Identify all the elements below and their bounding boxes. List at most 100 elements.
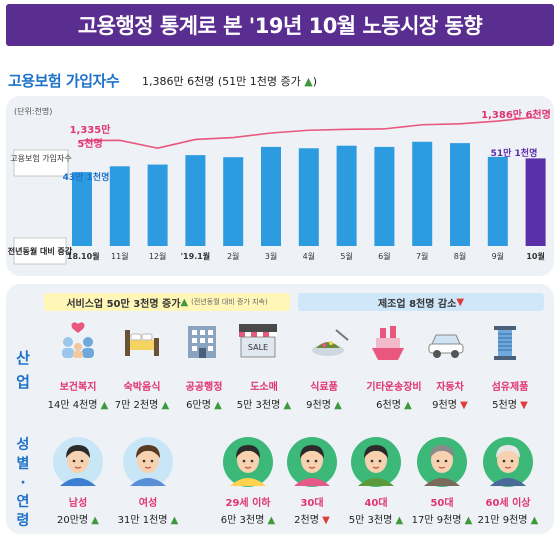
group-name-5: 50대 [430,498,454,509]
up-arrow-icon: ▲ [334,400,342,411]
x-tick-label-1: 11월 [111,251,129,261]
group-value-5: 17만 9천명 ▲ [404,511,480,526]
car-icon [428,334,464,358]
senior-icon [483,437,533,487]
manuf-tag-text: 제조업 8천명 감소 [377,298,457,310]
legend-bar-label: 전년동월 대비 증감 [8,246,73,256]
insured-summary-close: ) [312,75,317,88]
food-plate-icon [312,329,349,356]
up-arrow-icon: ▲ [100,400,109,411]
up-arrow-icon: ▲ [170,515,179,526]
up-arrow-icon: ▲ [91,515,99,526]
bar-1 [109,166,130,246]
bar-7 [336,145,357,246]
thread-spool-icon [494,326,516,360]
youth-icon [223,437,273,487]
group-value-text: 2천명 [294,515,319,526]
industry-value-text: 6만명 [186,400,211,411]
x-tick-label-0: '18.10월 [64,251,99,261]
group-value-text: 17만 9천명 [411,515,462,526]
legend-bar-box [13,237,67,265]
industry-value-0: 14만 4천명 ▲ [40,396,116,411]
service-sector-tag: 서비스업 50만 3천명 증가 ▲ (전년동월 대비 증가 지속) [44,293,290,311]
title-banner: 고용행정 통계로 본 '19년 10월 노동시장 동향 [6,4,554,46]
industry-name-1: 숙박음식 [123,382,161,393]
building-icon [188,326,216,358]
bar-11 [487,156,508,246]
thirties-icon [287,437,337,487]
group-value-1: 31만 1천명 ▲ [110,511,186,526]
up-arrow-icon: ▲ [395,515,404,526]
x-tick-label-9: 7월 [416,251,428,261]
first-line-label-2: 5천명 [77,137,102,150]
ship-icon [372,326,404,360]
family-icon [62,322,94,358]
group-value-3: 2천명 ▼ [274,511,350,526]
bar-6 [298,148,319,246]
x-tick-label-6: 4월 [303,251,315,261]
group-name-3: 30대 [300,498,324,509]
first-line-label-1: 1,335만 [70,123,112,136]
legend-line-label: 고용보험 가입자수 [10,154,71,163]
industry-value-1: 7만 2천명 ▲ [104,396,180,411]
group-value-text: 6만 3천명 [220,515,265,526]
industry-value-text: 9천명 [432,400,457,411]
legend-bar-text: 전년동월 대비 증감 [8,246,73,256]
group-value-text: 5만 3천명 [348,515,393,526]
down-arrow-icon: ▼ [520,400,528,411]
shop-icon: SALE [239,324,277,358]
x-tick-label-12: 10월 [526,251,545,261]
page-title: 고용행정 통계로 본 '19년 10월 노동시장 동향 [77,14,483,38]
service-tag-text: 서비스업 50만 3천명 증가 [66,298,181,310]
industry-value-text: 5천명 [492,400,517,411]
last-line-label: 1,386만 6천명 [481,108,551,121]
industry-name-0: 보건복지 [59,382,97,393]
industry-value-4: 9천명 ▲ [286,396,362,411]
bar-8 [374,146,395,246]
side-char: · [20,475,26,491]
industry-value-text: 14만 4천명 [47,400,98,411]
x-tick-label-3: '19.1월 [181,251,211,261]
x-tick-label-7: 5월 [340,251,352,261]
woman-icon [123,437,173,487]
up-arrow-icon: ▲ [530,515,539,526]
group-value-0: 20만명 ▲ [40,511,116,526]
side-char: 별 [16,456,30,472]
industry-name-4: 식료품 [310,382,338,393]
group-value-text: 20만명 [56,515,89,526]
down-arrow-icon: ▼ [460,400,468,411]
industry-name-3: 도소매 [250,382,278,393]
down-arrow-icon: ▼ [322,515,330,526]
manufacturing-tag: 제조업 8천명 감소 ▼ [298,293,544,311]
industry-value-text: 9천명 [306,400,331,411]
industry-value-6: 9천명 ▼ [412,396,488,411]
insured-chart: (단위:천명) '18.10월 11월 12월 '19.1월 2월 3월 4월 5월 6월 7월 8… [8,106,551,265]
up-arrow-icon: ▲ [304,75,313,88]
industry-value-2: 6만명 ▲ [166,396,242,411]
side-char: 연 [16,494,30,510]
x-tick-label-4: 2월 [227,251,239,261]
industry-value-text: 6천명 [376,400,401,411]
service-up-arrow-icon: ▲ [180,296,189,308]
last-bar-label: 51만 1천명 [491,147,538,159]
bar-2 [147,164,168,246]
up-arrow-icon: ▲ [161,400,170,411]
x-tick-label-10: 8월 [454,251,466,261]
svg-text:SALE: SALE [248,343,268,352]
industry-value-3: 5만 3천명 ▲ [226,396,302,411]
industry-value-7: 5천명 ▼ [472,396,548,411]
group-name-1: 여성 [138,498,158,509]
legend-line-box [13,149,69,177]
side-char: 산 [16,349,30,367]
bed-icon [125,330,159,356]
industry-side-label: 산 업 [10,346,36,394]
side-char: 업 [16,373,30,391]
up-arrow-icon: ▲ [267,515,276,526]
breakdown-panel [6,284,554,534]
group-value-2: 6만 3천명 ▲ [210,511,286,526]
manuf-down-arrow-icon: ▼ [456,296,465,308]
man-icon [53,437,103,487]
group-name-0: 남성 [68,498,88,509]
industry-value-text: 5만 3천명 [236,400,281,411]
up-arrow-icon: ▲ [404,400,412,411]
